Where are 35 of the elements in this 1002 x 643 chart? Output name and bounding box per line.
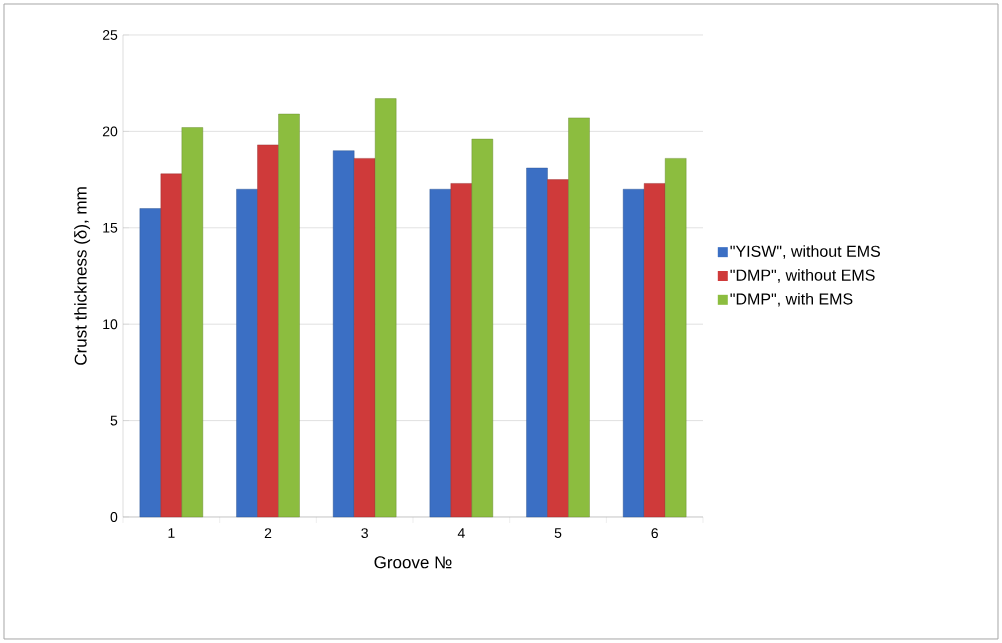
bar bbox=[139, 208, 162, 518]
legend-label: "DMP", with EMS bbox=[730, 292, 853, 307]
x-tick-label: 6 bbox=[651, 528, 658, 539]
bar bbox=[471, 138, 494, 518]
bar bbox=[450, 183, 473, 518]
bar bbox=[547, 179, 569, 518]
bar bbox=[353, 158, 376, 518]
bar bbox=[643, 183, 666, 518]
x-axis-title: Groove № bbox=[374, 556, 452, 569]
y-tick-label: 25 bbox=[102, 30, 118, 40]
bar bbox=[526, 167, 548, 518]
bar bbox=[429, 189, 452, 518]
bar bbox=[257, 144, 279, 518]
bar bbox=[568, 117, 590, 518]
y-tick-label: 10 bbox=[103, 319, 118, 330]
legend-label: "DMP", without EMS bbox=[730, 269, 875, 283]
bar bbox=[236, 189, 258, 518]
bar bbox=[181, 127, 204, 518]
y-axis-title: Crust thickness (δ), mm bbox=[74, 187, 91, 365]
y-tick-label: 20 bbox=[102, 126, 118, 137]
bar bbox=[160, 173, 183, 518]
y-tick-label: 5 bbox=[110, 415, 118, 426]
bar bbox=[278, 113, 300, 518]
bar bbox=[664, 158, 687, 518]
y-tick-label: 15 bbox=[103, 222, 118, 233]
x-tick-label: 2 bbox=[264, 528, 272, 538]
bar bbox=[374, 98, 397, 518]
y-tick-label: 0 bbox=[110, 512, 118, 522]
x-tick-label: 4 bbox=[457, 528, 465, 538]
bar bbox=[622, 189, 645, 518]
x-tick-label: 1 bbox=[168, 528, 175, 538]
bar bbox=[332, 150, 355, 518]
legend-label: "YISW", without EMS bbox=[730, 245, 880, 259]
x-tick-label: 5 bbox=[554, 528, 562, 538]
x-tick-label: 3 bbox=[361, 528, 368, 539]
